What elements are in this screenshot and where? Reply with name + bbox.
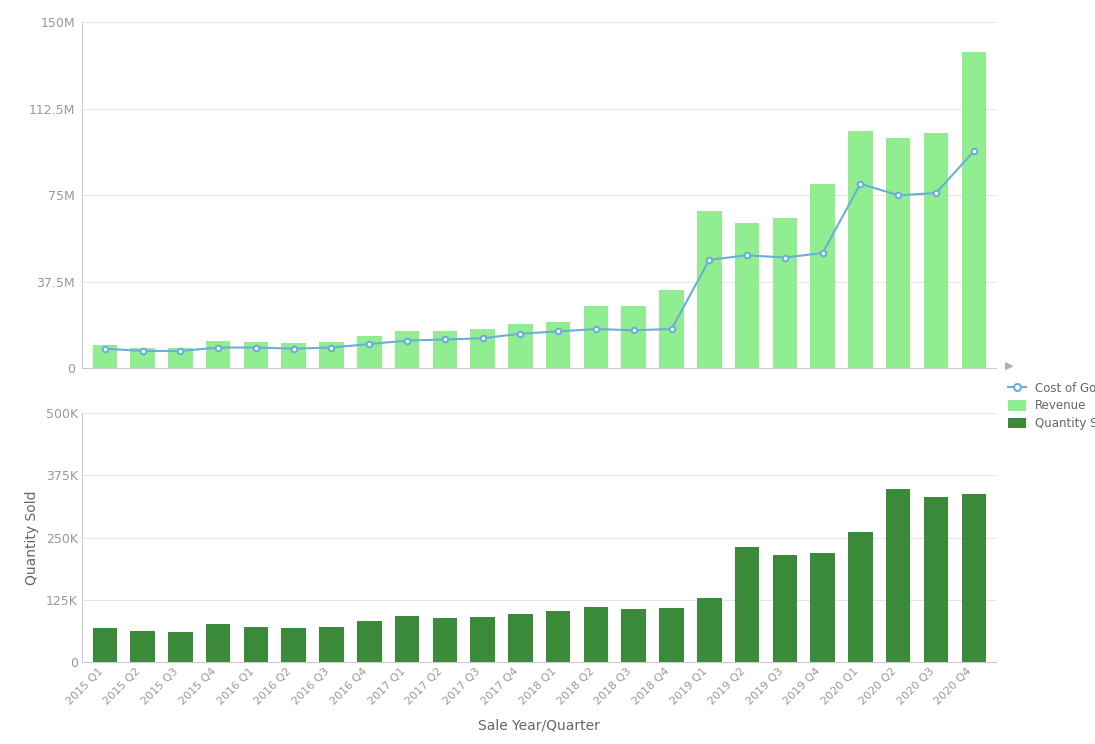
Bar — [320, 341, 344, 368]
Bar — [735, 223, 759, 368]
Bar — [168, 632, 193, 662]
Text: ▶: ▶ — [1005, 361, 1014, 371]
Bar — [924, 497, 948, 662]
Bar — [395, 331, 419, 368]
Bar — [735, 547, 759, 662]
Bar — [471, 329, 495, 368]
Bar — [130, 347, 154, 368]
X-axis label: Sale Year/Quarter: Sale Year/Quarter — [479, 718, 600, 732]
Bar — [924, 133, 948, 368]
Bar — [810, 184, 834, 368]
Bar — [357, 620, 381, 662]
Y-axis label: Quantity Sold: Quantity Sold — [25, 490, 39, 585]
Bar — [244, 627, 268, 662]
Bar — [357, 336, 381, 368]
Bar — [773, 219, 797, 368]
Bar — [433, 331, 457, 368]
Bar — [622, 609, 646, 662]
Bar — [849, 131, 873, 368]
Bar — [433, 618, 457, 662]
Bar — [659, 609, 683, 662]
Bar — [886, 138, 911, 368]
Bar — [281, 343, 306, 368]
Bar — [508, 614, 532, 662]
Bar — [92, 628, 117, 662]
Bar — [206, 624, 230, 662]
Legend: Cost of Goods, Revenue, Quantity Sold: Cost of Goods, Revenue, Quantity Sold — [1007, 382, 1095, 430]
Bar — [130, 631, 154, 662]
Bar — [961, 494, 987, 662]
Bar — [961, 52, 987, 368]
Bar — [659, 290, 683, 368]
Bar — [698, 598, 722, 662]
Bar — [508, 324, 532, 368]
Bar — [168, 347, 193, 368]
Bar — [320, 626, 344, 662]
Bar — [471, 618, 495, 662]
Bar — [546, 612, 570, 662]
Bar — [622, 306, 646, 368]
Bar — [886, 489, 911, 662]
Bar — [584, 306, 608, 368]
Bar — [849, 531, 873, 662]
Bar — [546, 322, 570, 368]
Bar — [92, 345, 117, 368]
Bar — [810, 554, 834, 662]
Bar — [698, 211, 722, 368]
Bar — [244, 341, 268, 368]
Bar — [281, 628, 306, 662]
Bar — [395, 616, 419, 662]
Bar — [206, 341, 230, 368]
Bar — [773, 555, 797, 662]
Bar — [584, 607, 608, 662]
